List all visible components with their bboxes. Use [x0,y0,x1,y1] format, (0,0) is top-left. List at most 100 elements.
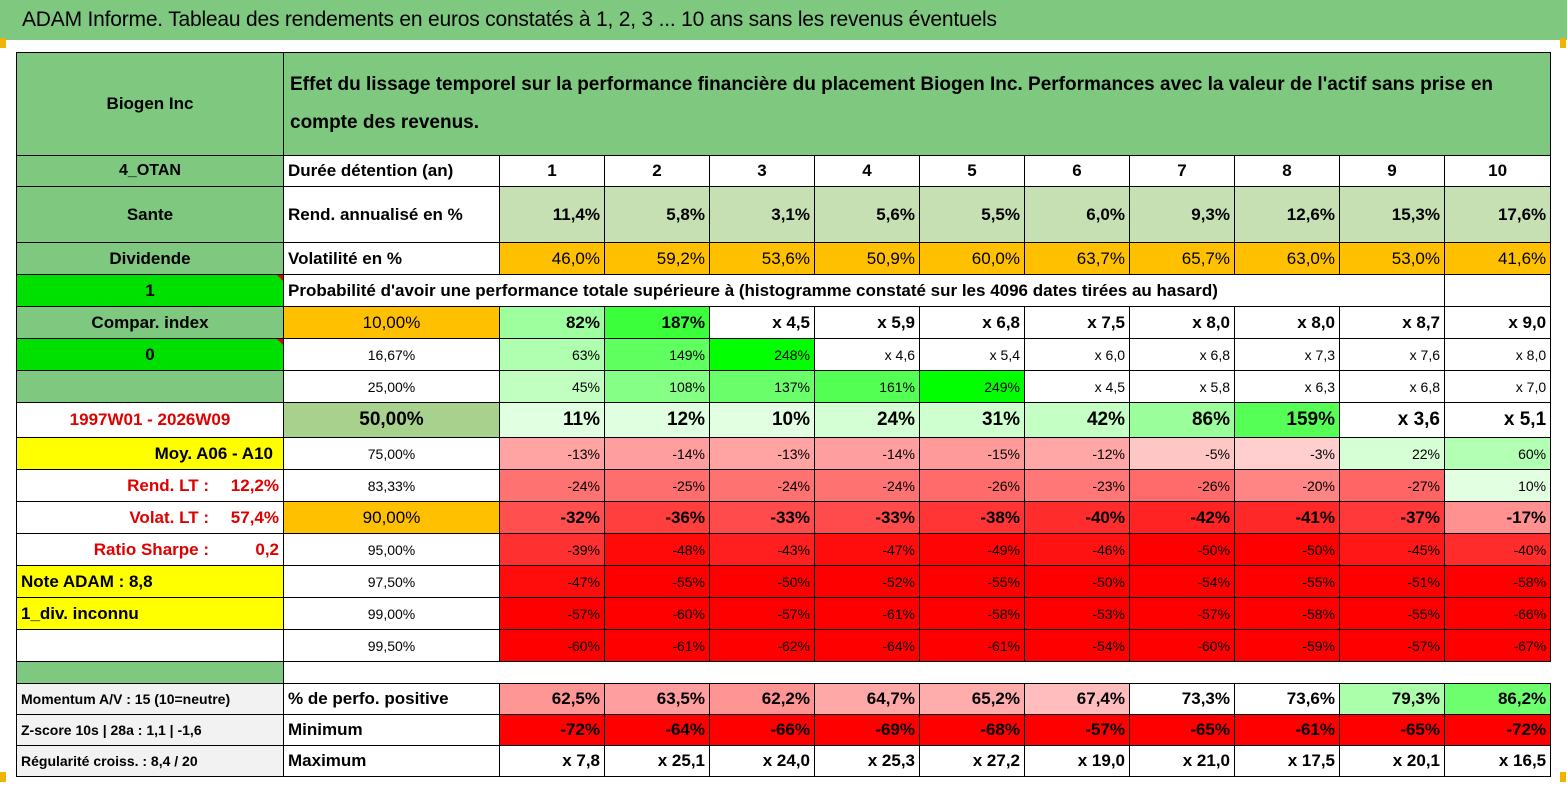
volatility-cell: 50,9% [814,242,920,275]
percentile-value-cell: -15% [919,437,1025,470]
percentile-value-cell: -66% [1443,597,1552,630]
percentile-value-cell: -42% [1129,501,1235,534]
maximum-cell: x 24,0 [709,745,815,777]
long-term-return-label: Rend. LT : [127,475,209,495]
percentile-value-cell: -43% [709,533,815,566]
performance-table: Biogen Inc Effet du lissage temporel sur… [16,52,1552,777]
positive-cell: 64,7% [814,683,920,715]
stat-indicator: Régularité croiss. : 8,4 / 20 [16,745,284,777]
percentile-value-cell: -61% [604,629,710,662]
percentile-value-cell: -13% [499,437,605,470]
year-header: 2 [604,155,710,187]
percentile-value-cell: -62% [709,629,815,662]
spacer-cell [16,661,284,684]
percentile-value-cell: -27% [1339,469,1445,502]
minimum-cell: -68% [919,714,1025,746]
adam-note: Note ADAM : 8,8 [16,565,284,598]
year-header: 4 [814,155,920,187]
long-term-return: Rend. LT : 12,2% [16,469,284,502]
percentile-value-cell: -26% [1129,469,1235,502]
percentile-value-cell: -49% [919,533,1025,566]
percentile-value-cell: x 7,5 [1024,306,1130,339]
percentile-value-cell: -50% [1024,565,1130,598]
frame-corner-marker [0,38,6,48]
percentile-value-cell: x 6,8 [1339,370,1445,403]
percentile-value-cell: x 5,9 [814,306,920,339]
percentile-value-cell: 137% [709,370,815,403]
percentile-value-cell: x 8,7 [1339,306,1445,339]
percentile-value-cell: -24% [499,469,605,502]
percentile-value-cell: x 6,8 [1129,338,1235,371]
volatility-label: Volatilité en % [283,242,500,275]
percentile-value-cell: x 4,5 [1024,370,1130,403]
probability-header: Probabilité d'avoir une performance tota… [283,274,1340,307]
stat-label: Minimum [283,714,500,746]
percentile-value-cell: -59% [1234,629,1340,662]
volatility-cell: 63,0% [1234,242,1340,275]
maximum-cell: x 7,8 [499,745,605,777]
dividend-status: 1_div. inconnu [16,597,284,630]
percentile-value-cell: x 5,1 [1443,402,1552,438]
percentile-value-cell: 108% [604,370,710,403]
percentile-value-cell: -12% [1024,437,1130,470]
percentile-value-cell: 10% [709,402,815,438]
year-header: 5 [919,155,1025,187]
percentile-value-cell: x 6,3 [1234,370,1340,403]
percentile-value-cell: -55% [1339,597,1445,630]
empty-cell [16,629,284,662]
percentile-value-cell: -61% [919,629,1025,662]
percentile-label: 90,00% [283,501,500,534]
percentile-value-cell: -17% [1443,501,1552,534]
percentile-row: 1997W01 - 2026W09 50,00% 11% 12% 10% 24% 31% 42… [16,402,1552,438]
percentile-row: Rend. LT :12,2% 83,33% -24% -25% -24% -24% -26… [16,469,1552,502]
maximum-cell: x 19,0 [1024,745,1130,777]
long-term-return-value: 12,2% [230,475,279,495]
percentile-value-cell: -55% [1234,565,1340,598]
percentile-value-cell: -57% [1129,597,1235,630]
percentile-value-cell: -33% [709,501,815,534]
annual-return-cell: 15,3% [1339,186,1445,243]
year-header: 9 [1339,155,1445,187]
percentile-row: Note ADAM : 8,8 97,50% -47% -55% -50% -52% -55… [16,565,1552,598]
percentile-value-cell: 248% [709,338,815,371]
percentile-value-cell: -60% [499,629,605,662]
empty-cell [1339,274,1445,307]
empty-cell [1443,274,1552,307]
percentile-label: 99,50% [283,629,500,662]
percentile-value-cell: 159% [1234,402,1340,438]
flag-zero: 0 [16,338,284,371]
annual-return-cell: 5,8% [604,186,710,243]
percentile-value-cell: x 5,4 [919,338,1025,371]
percentile-value-cell: 60% [1443,437,1552,470]
percentile-row: 99,50% -60% -61% -62% -64% -61% -54% -60% -59% -5… [16,629,1552,662]
percentile-value-cell: -14% [814,437,920,470]
frame-corner-marker [1560,772,1566,782]
percentile-value-cell: -50% [1129,533,1235,566]
percentile-value-cell: 24% [814,402,920,438]
sharpe-ratio-value: 0,2 [255,539,279,559]
flag-one: 1 [16,274,284,307]
percentile-value-cell: -67% [1443,629,1552,662]
percentile-label: 10,00% [283,306,500,339]
annual-return-cell: 12,6% [1234,186,1340,243]
percentile-value-cell: x 5,8 [1129,370,1235,403]
maximum-cell: x 25,3 [814,745,920,777]
period-range: 1997W01 - 2026W09 [16,402,284,438]
percentile-value-cell: -46% [1024,533,1130,566]
annual-return-cell: 9,3% [1129,186,1235,243]
percentile-value-cell: 161% [814,370,920,403]
percentile-value-cell: -5% [1129,437,1235,470]
percentile-value-cell: -37% [1339,501,1445,534]
percentile-value-cell: -13% [709,437,815,470]
annual-return-cell: 3,1% [709,186,815,243]
percentile-row: 25,00% 45% 108% 137% 161% 249% x 4,5 x 5,8 x 6,3… [16,370,1552,403]
percentile-value-cell: -54% [1129,565,1235,598]
percentile-label: 75,00% [283,437,500,470]
performance-table-frame: Biogen Inc Effet du lissage temporel sur… [16,52,1552,777]
compar-index-label: Compar. index [16,306,284,339]
positive-cell: 65,2% [919,683,1025,715]
percentile-value-cell: 82% [499,306,605,339]
long-term-volatility: Volat. LT : 57,4% [16,501,284,534]
minimum-cell: -64% [604,714,710,746]
percentile-value-cell: 149% [604,338,710,371]
